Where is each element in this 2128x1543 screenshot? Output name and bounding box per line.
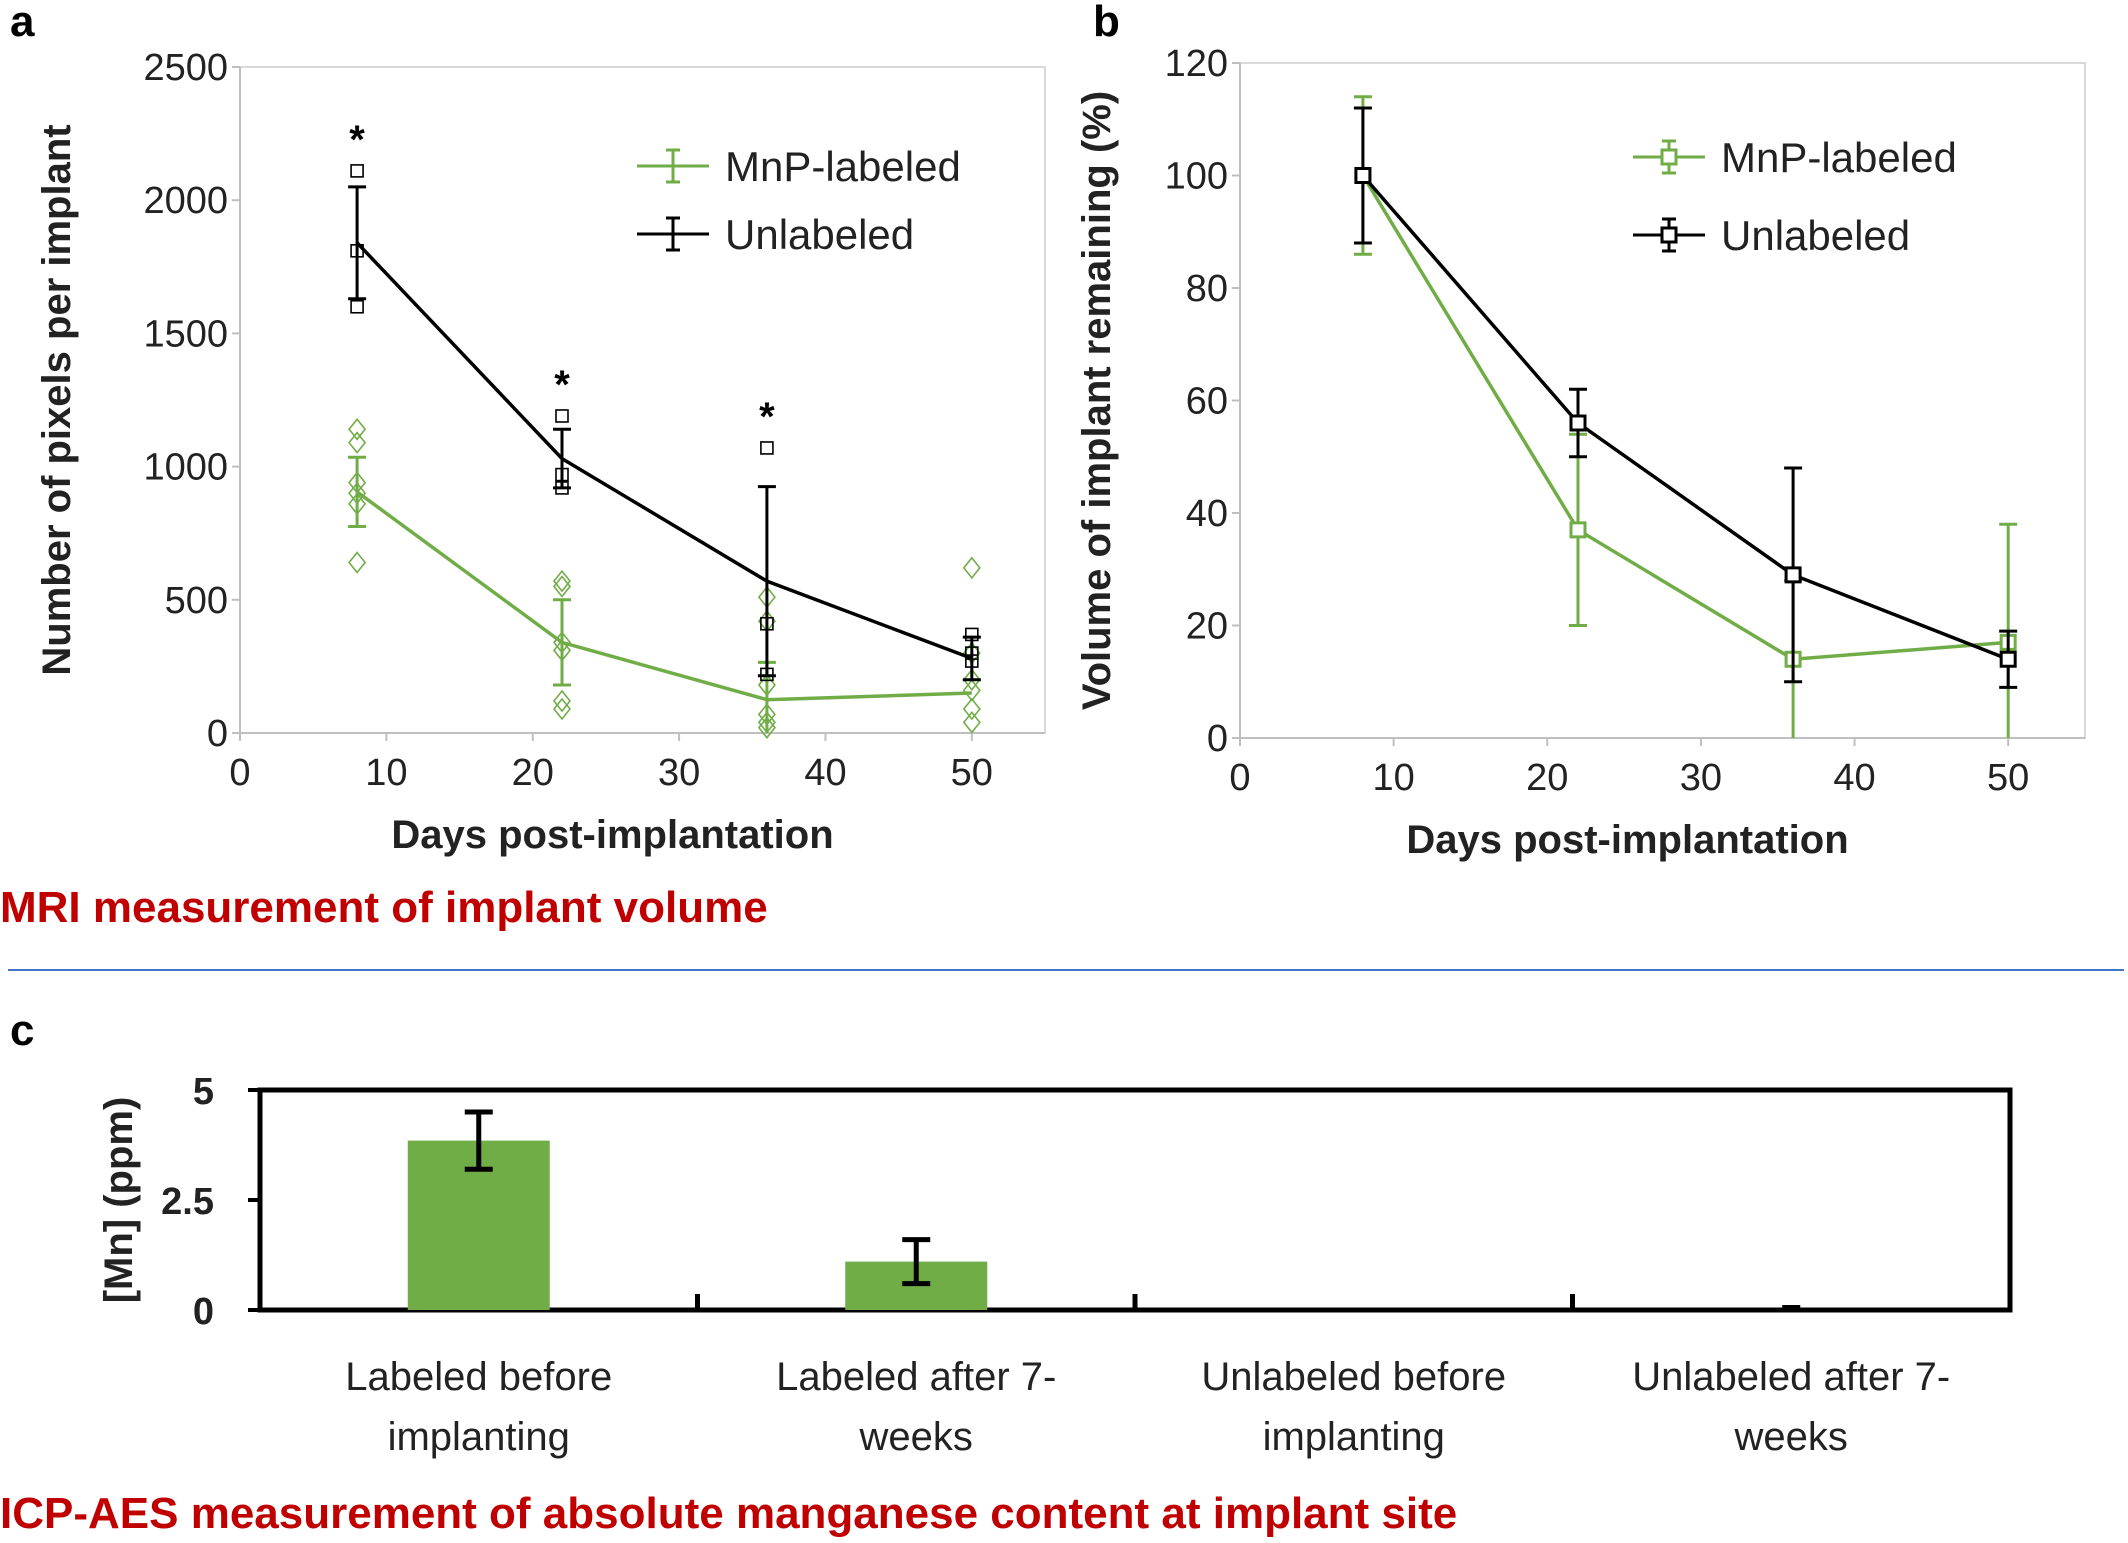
data-marker — [1569, 521, 1587, 539]
series-line-mnp-labeled — [356, 490, 972, 702]
x-tick-label: 10 — [1372, 757, 1414, 799]
data-marker — [1354, 167, 1372, 184]
data-point-diamond — [348, 418, 367, 441]
y-tick-label: 0 — [193, 1291, 214, 1333]
category-label: weeks — [859, 1415, 973, 1459]
y-tick-label: 2000 — [143, 180, 228, 222]
y-tick-label: 500 — [165, 580, 228, 622]
y-tick-label: 20 — [1186, 606, 1228, 648]
series-line-unlabeled — [1361, 174, 2009, 661]
data-point-square — [555, 409, 569, 423]
y-tick-label: 0 — [207, 713, 228, 755]
data-point-diamond — [962, 668, 981, 692]
x-tick-label: 40 — [1833, 757, 1875, 799]
x-axis-title: Days post-implantation — [1406, 818, 1848, 862]
legend-swatch-marker — [1660, 148, 1678, 166]
panel-letter-c: c — [10, 1006, 34, 1055]
data-point-diamond — [962, 679, 981, 702]
data-point-diamond — [962, 711, 981, 734]
series-line-mnp-labeled — [1361, 174, 2009, 662]
x-tick-label: 0 — [1229, 757, 1250, 799]
x-tick-label: 40 — [804, 752, 846, 794]
legend-label: Unlabeled — [725, 211, 914, 258]
legend-label: Unlabeled — [1721, 212, 1910, 259]
y-tick-label: 1000 — [143, 447, 228, 489]
data-point-diamond — [348, 551, 367, 574]
data-point-diamond — [962, 556, 981, 580]
section-title-icp: ICP-AES measurement of absolute manganes… — [0, 1489, 1457, 1538]
data-point-square — [350, 299, 364, 314]
y-tick-label: 80 — [1186, 268, 1228, 310]
panel-letter-a: a — [10, 0, 35, 46]
category-label: Labeled before — [345, 1355, 612, 1399]
data-point-square — [760, 441, 774, 455]
category-label: implanting — [1263, 1415, 1445, 1459]
data-marker — [1784, 566, 1802, 584]
y-tick-label: 100 — [1165, 156, 1228, 198]
y-axis-title: Volume of implant remaining (%) — [1075, 91, 1119, 710]
significance-star: * — [759, 395, 775, 439]
x-tick-label: 20 — [512, 752, 554, 794]
section-title-mri: MRI measurement of implant volume — [0, 883, 768, 932]
series-line-unlabeled — [355, 241, 973, 661]
chart-c: 0 2.5 5 [Mn] (ppm) Labeled before implanting L… — [97, 1071, 2013, 1459]
x-tick-label: 30 — [658, 752, 700, 794]
legend-swatch-marker — [1660, 226, 1678, 244]
y-tick-label: 120 — [1165, 43, 1228, 85]
x-tick-label: 10 — [365, 752, 407, 794]
y-tick-label: 40 — [1186, 493, 1228, 535]
y-tick-label: 0 — [1207, 718, 1228, 760]
category-label: implanting — [388, 1415, 570, 1459]
data-marker — [1999, 650, 2017, 668]
data-point-diamond — [962, 697, 981, 721]
legend-label: MnP-labeled — [725, 143, 961, 190]
x-tick-label: 50 — [1987, 757, 2029, 799]
legend-label: MnP-labeled — [1721, 134, 1957, 181]
chart-b: 0 10 20 30 40 50 0 20 40 60 80 100 120 Days post-impl… — [1075, 43, 2086, 862]
x-tick-label: 50 — [951, 752, 993, 794]
y-tick-label: 60 — [1186, 381, 1228, 423]
data-point-diamond — [757, 716, 776, 739]
y-tick-label: 2500 — [143, 47, 228, 89]
data-point-diamond — [552, 575, 572, 598]
data-point-diamond — [552, 569, 572, 593]
x-axis-title: Days post-implantation — [391, 813, 833, 857]
category-label: Unlabeled before — [1201, 1355, 1506, 1399]
significance-star: * — [349, 118, 365, 162]
category-label: Unlabeled after 7- — [1632, 1355, 1950, 1399]
x-tick-label: 20 — [1526, 757, 1568, 799]
y-axis-title: [Mn] (ppm) — [97, 1097, 141, 1304]
y-tick-label: 5 — [193, 1071, 214, 1113]
significance-star: * — [554, 363, 570, 407]
data-point-diamond — [348, 431, 367, 454]
y-tick-label: 2.5 — [161, 1181, 214, 1223]
panel-letter-b: b — [1093, 0, 1120, 46]
data-point-diamond — [552, 689, 572, 713]
data-point-square — [350, 164, 364, 178]
data-marker — [1569, 414, 1587, 432]
category-label: weeks — [1734, 1415, 1848, 1459]
category-label: Labeled after 7- — [776, 1355, 1056, 1399]
x-tick-label: 30 — [1680, 757, 1722, 799]
y-axis-title: Number of pixels per implant — [35, 124, 79, 675]
data-point-diamond — [552, 697, 572, 721]
x-tick-label: 0 — [229, 752, 250, 794]
y-tick-label: 1500 — [143, 313, 228, 355]
